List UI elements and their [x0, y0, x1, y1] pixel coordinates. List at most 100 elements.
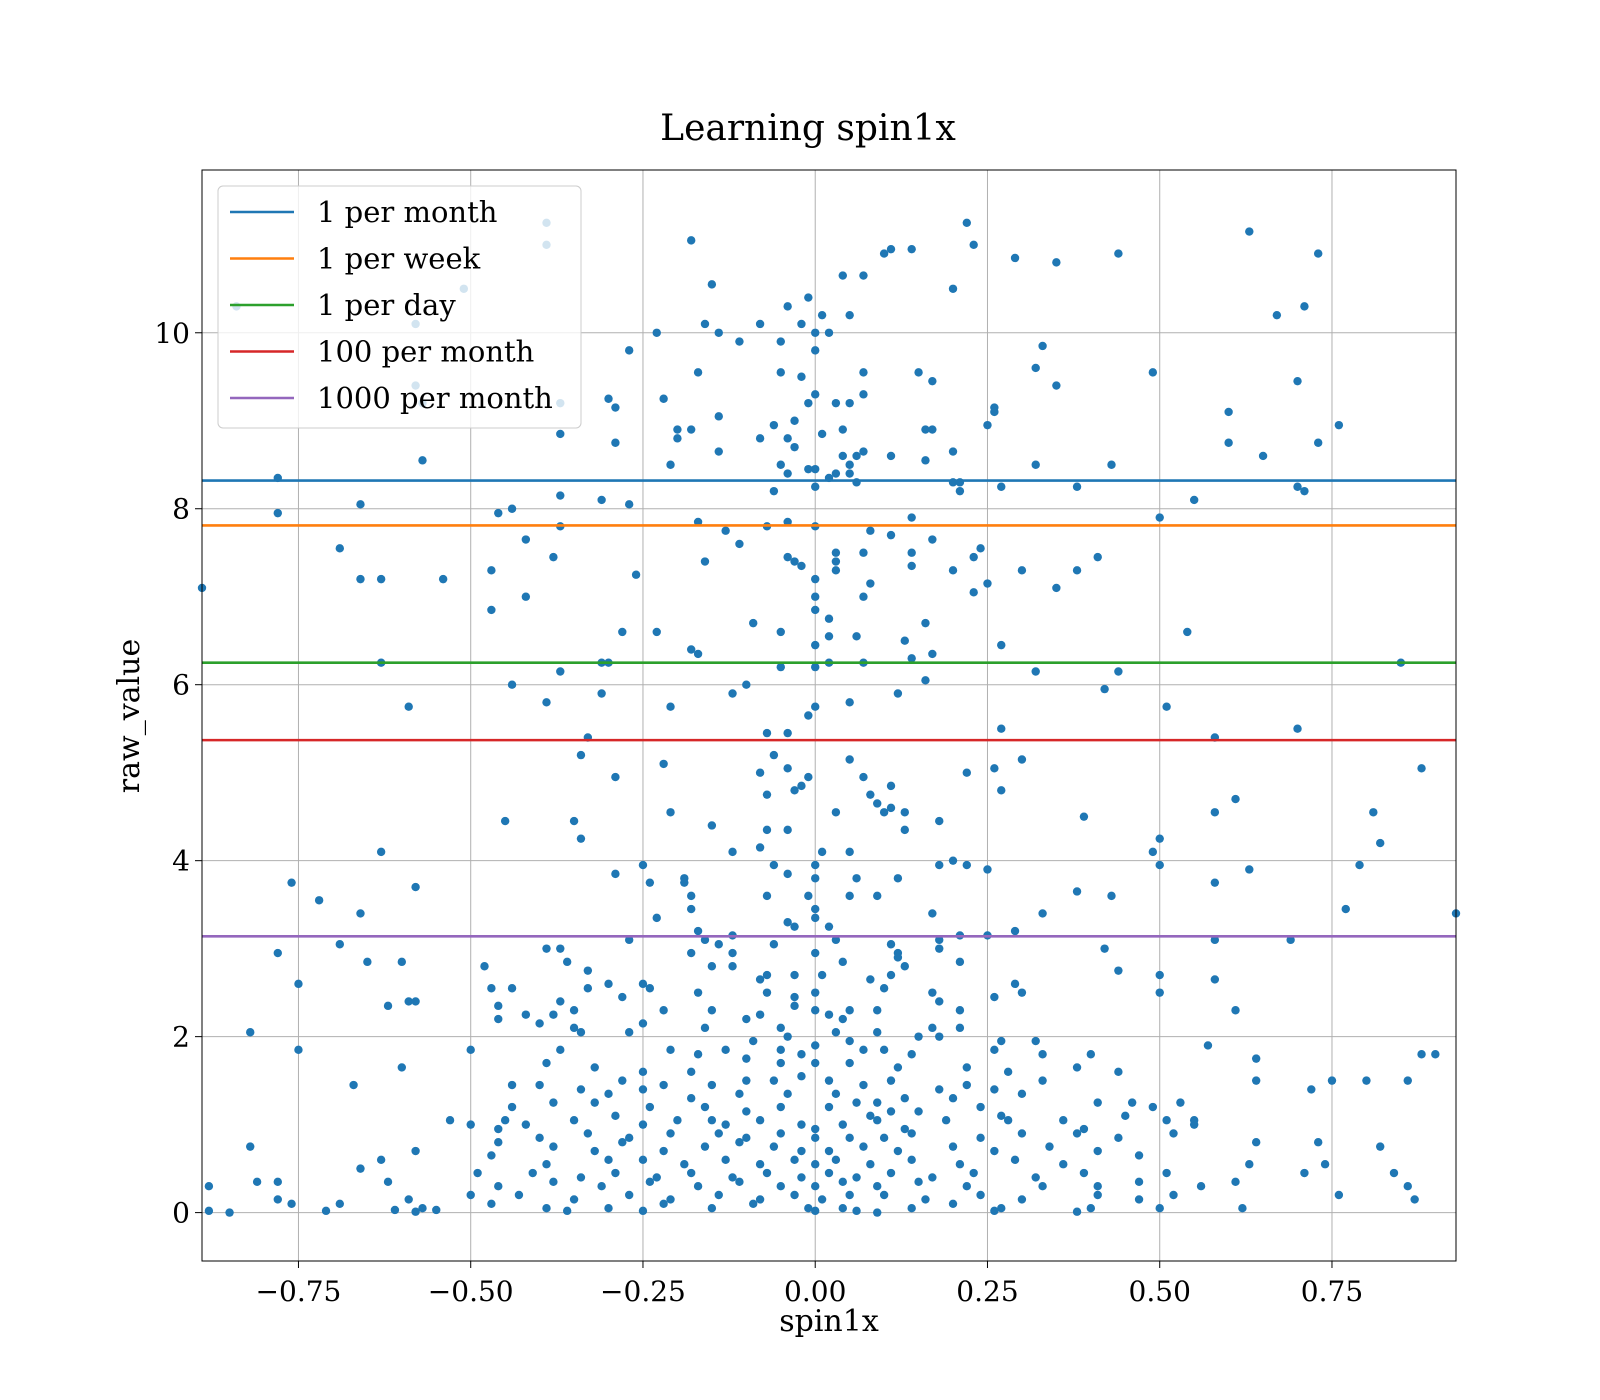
data-point — [1162, 1116, 1171, 1125]
data-point — [928, 649, 937, 659]
data-point — [390, 1205, 400, 1215]
data-point — [597, 689, 606, 698]
data-point — [583, 1129, 593, 1138]
data-point — [928, 1023, 937, 1033]
data-point — [604, 394, 613, 403]
y-tick-label: 6 — [172, 669, 190, 702]
data-point — [1059, 1160, 1068, 1169]
data-point — [686, 904, 696, 914]
data-point — [817, 970, 827, 980]
data-point — [831, 935, 841, 945]
data-point — [962, 1080, 972, 1090]
legend-label: 100 per month — [317, 335, 534, 369]
data-point — [997, 786, 1006, 795]
data-point — [769, 860, 779, 870]
data-point — [907, 1204, 916, 1213]
data-point — [204, 1182, 214, 1191]
data-point — [824, 1076, 834, 1085]
data-point — [411, 1207, 420, 1216]
data-point — [976, 1102, 985, 1112]
data-point — [1362, 1076, 1371, 1085]
data-point — [907, 654, 916, 663]
data-point — [1127, 1098, 1137, 1107]
data-point — [686, 1094, 696, 1103]
data-point — [1162, 1168, 1171, 1178]
data-point — [500, 816, 510, 826]
data-point — [418, 456, 427, 465]
data-point — [714, 1190, 723, 1200]
data-point — [666, 702, 675, 711]
data-point — [983, 579, 992, 588]
y-tick-label: 8 — [172, 493, 190, 526]
data-point — [755, 843, 765, 852]
data-point — [693, 517, 703, 527]
data-point — [955, 957, 965, 967]
data-point — [590, 1063, 599, 1072]
data-point — [886, 1076, 896, 1085]
data-point — [645, 1177, 655, 1187]
data-point — [776, 368, 785, 377]
data-point — [811, 904, 820, 914]
data-point — [590, 1098, 599, 1107]
data-point — [624, 1028, 634, 1037]
data-point — [873, 1028, 882, 1037]
data-point — [1431, 1050, 1440, 1059]
data-point — [845, 1058, 854, 1068]
data-point — [659, 394, 668, 403]
data-point — [411, 1146, 420, 1156]
data-point — [1038, 1050, 1047, 1059]
data-point — [776, 627, 785, 637]
data-point — [762, 970, 772, 980]
legend-label: 1 per month — [317, 195, 497, 229]
data-point — [1155, 513, 1164, 522]
data-point — [935, 860, 944, 870]
data-point — [831, 398, 841, 408]
data-point — [776, 460, 785, 469]
data-point — [893, 953, 903, 962]
data-point — [755, 1116, 765, 1125]
data-point — [1079, 812, 1089, 821]
data-point — [673, 1116, 682, 1125]
data-point — [962, 1182, 972, 1191]
data-point — [1038, 909, 1047, 918]
data-point — [204, 1206, 214, 1216]
data-point — [321, 1206, 331, 1216]
data-point — [252, 1177, 262, 1187]
data-point — [879, 1045, 889, 1055]
data-point — [597, 495, 606, 505]
data-point — [838, 451, 847, 461]
data-point — [1231, 1177, 1240, 1187]
data-point — [1369, 808, 1378, 817]
data-point — [487, 1151, 496, 1160]
data-point — [487, 984, 496, 993]
data-point — [907, 561, 916, 571]
data-point — [831, 808, 841, 817]
data-point — [638, 1206, 648, 1216]
data-point — [955, 1006, 965, 1015]
data-point — [273, 508, 282, 518]
data-point — [638, 860, 648, 870]
data-point — [852, 1206, 861, 1216]
data-point — [418, 1204, 427, 1213]
data-point — [935, 1085, 944, 1094]
data-point — [845, 398, 854, 408]
data-point — [1038, 1076, 1047, 1085]
data-point — [990, 1146, 999, 1156]
legend: 1 per month 1 per week 1 per day 100 per mo… — [217, 185, 582, 429]
data-point — [1107, 460, 1116, 469]
data-point — [700, 1102, 710, 1112]
data-point — [790, 416, 799, 425]
data-point — [659, 1080, 668, 1090]
data-point — [1134, 1195, 1144, 1204]
data-point — [1189, 495, 1199, 505]
data-point — [1114, 966, 1123, 975]
data-point — [886, 244, 896, 254]
data-point — [1038, 1182, 1047, 1191]
data-point — [1100, 944, 1109, 953]
data-point — [1189, 1116, 1199, 1125]
data-point — [1417, 1050, 1426, 1059]
data-point — [824, 1168, 834, 1178]
data-point — [804, 293, 813, 302]
data-point — [1114, 667, 1123, 676]
data-point — [900, 1124, 909, 1134]
